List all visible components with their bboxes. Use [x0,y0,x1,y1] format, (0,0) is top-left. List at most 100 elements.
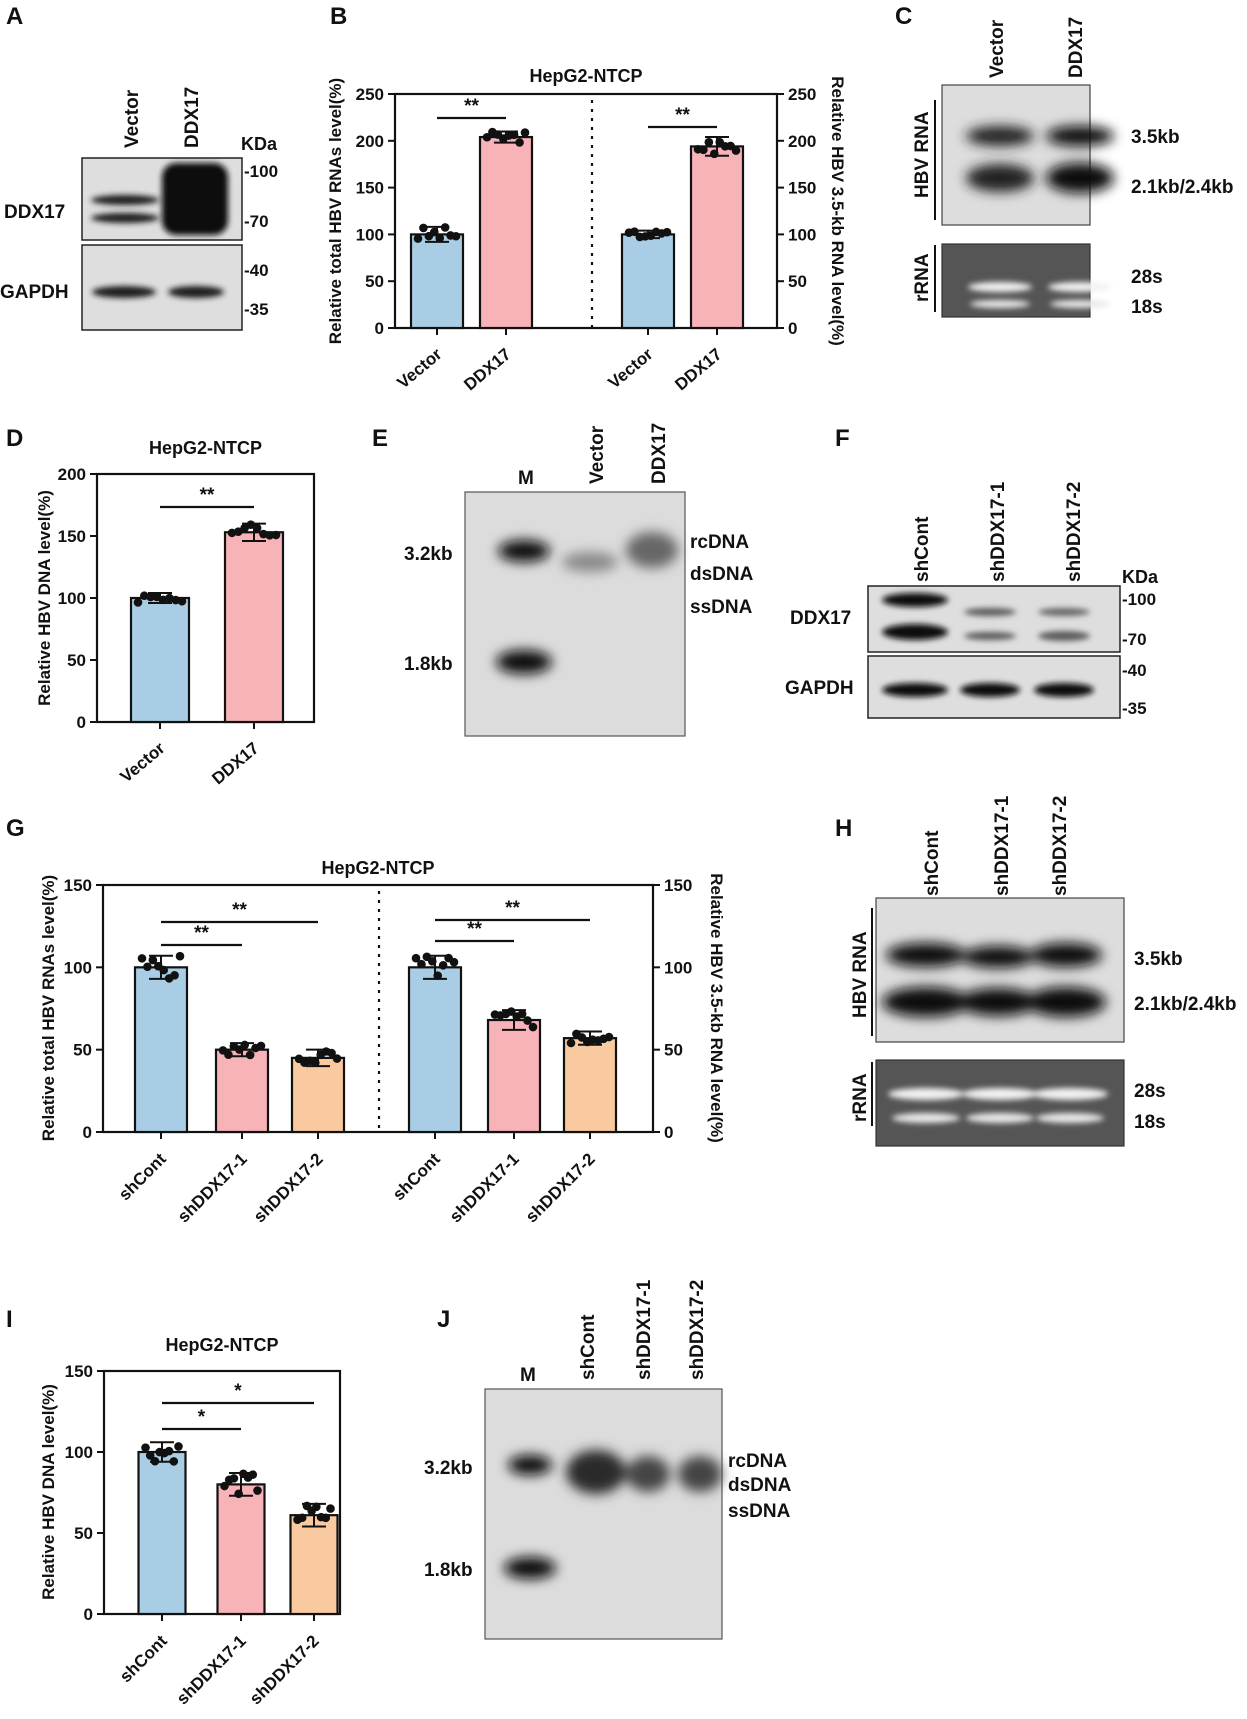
y-tick-label-right: 0 [788,319,797,338]
data-point [449,957,459,967]
lane-label-shddx17-2: shDDX17-2 [687,1280,708,1380]
data-point [245,1050,255,1060]
y-tick-label-right: 50 [788,272,807,291]
data-point [133,598,143,607]
kda-label: KDa [241,134,278,154]
significance-label: * [234,1381,242,1402]
data-point [413,234,423,243]
y-axis-label-right: Relative HBV 3.5-kb RNA level(%) [828,76,847,346]
panel-letter-b: B [330,3,347,30]
marker-70: -70 [244,212,269,231]
panel-letter-j: J [437,1306,450,1333]
y-tick-label-right: 0 [664,1123,673,1142]
data-point [417,959,426,969]
data-point [451,231,461,241]
y-tick-label-right: 250 [788,85,816,104]
y-tick-label-right: 200 [788,132,816,151]
panel-letter-h: H [835,815,852,842]
y-tick-label: 0 [77,713,86,732]
data-point [523,1016,532,1025]
data-point [419,223,428,233]
lane-label-shcont: shCont [912,516,933,582]
data-point [520,128,530,137]
bands-a [91,163,228,298]
band-2.1kb-2.4kb: 2.1kb/2.4kb [1131,177,1233,198]
y-tick-label: 150 [356,179,384,198]
panel-j: J M shCont shDDX17-1 shDDX17-2 3.2kb 1.8… [424,1279,792,1640]
y-axis-label: Relative total HBV RNAs level(%) [39,875,58,1141]
y-tick-label: 50 [67,651,86,670]
marker-40: -40 [244,261,269,280]
side-label-rrna: rRNA [912,253,933,302]
data-point [321,1513,331,1523]
x-tick-label: shCont [389,1149,444,1204]
y-tick-label-right: 50 [664,1041,683,1060]
data-point [248,1470,258,1479]
y-tick-label: 100 [65,1443,93,1462]
significance-label: ** [675,105,690,126]
y-tick-label: 150 [58,527,86,546]
chart-b: HepG2-NTCP 0 0 50 50 100 100 150 150 200 200 250 250… [326,66,847,394]
marker-100: -100 [244,162,278,181]
data-point [704,137,714,147]
blot-hbv-rna [941,84,1091,226]
chart-g: HepG2-NTCP 0 0 50 50 100 100 150 150 Relative tot… [39,858,726,1226]
row-label-ddx17: DDX17 [4,202,65,223]
marker-70: -70 [1122,630,1147,649]
data-point [515,138,524,147]
data-point [137,954,147,963]
data-point [169,1457,179,1466]
lane-label-shddx17-1: shDDX17-1 [634,1279,655,1380]
data-point [604,1032,614,1042]
bar [409,233,465,330]
data-point [240,523,249,533]
data-point [224,1050,233,1060]
bar [216,1483,266,1616]
y-tick-label: 250 [356,85,384,104]
form-dsdna: dsDNA [728,1475,792,1496]
marker-35: -35 [1122,699,1147,718]
chart-title: HepG2-NTCP [321,858,434,878]
lane-label-m: M [518,468,534,489]
x-tick-label: shCont [115,1149,170,1204]
data-point [429,227,439,237]
bar [689,145,745,330]
size-1.8kb: 1.8kb [424,1560,473,1581]
blot-hbv-rna [875,897,1125,1043]
data-point [146,592,155,602]
significance-label: ** [464,96,479,117]
lane-label-m: M [520,1365,536,1386]
y-tick-label-right: 150 [664,876,692,895]
data-point [630,227,639,236]
y-axis-label-right: Relative HBV 3.5-kb RNA level(%) [707,873,726,1143]
form-ssdna: ssDNA [690,597,753,618]
significance-label: ** [505,898,520,919]
bar [407,966,463,1134]
band-28s: 28s [1134,1081,1166,1102]
y-tick-label-right: 150 [788,179,816,198]
lane-label-shddx17-2: shDDX17-2 [1064,482,1085,582]
y-tick-label: 150 [64,876,92,895]
data-point [566,1038,576,1048]
panel-letter-i: I [6,1306,13,1333]
panel-f: F shCont shDDX17-1 shDDX17-2 KDa DDX17 G… [785,425,1159,719]
x-tick-label: shDDX17-2 [250,1149,327,1226]
data-point [229,1474,239,1483]
significance-label: ** [194,923,209,944]
lane-label-shddx17-1: shDDX17-1 [988,481,1009,582]
bar [223,531,285,724]
data-point [220,1481,229,1491]
row-label-gapdh: GAPDH [0,282,69,303]
chart-i: HepG2-NTCP 0 50 100 150 Relative HBV DNA leve… [39,1335,342,1708]
bands-e [496,532,678,674]
bar [289,1514,339,1616]
row-label-ddx17: DDX17 [790,608,851,629]
data-point [145,1451,155,1460]
panel-h: H shCont shDDX17-1 shDDX17-2 HBV RNA rRN… [835,795,1236,1147]
side-label-rrna: rRNA [850,1073,871,1122]
side-label-hbv-rna: HBV RNA [850,931,871,1018]
data-point [440,223,450,232]
data-point [240,1040,250,1050]
y-tick-label: 200 [58,465,86,484]
data-point [731,146,741,155]
